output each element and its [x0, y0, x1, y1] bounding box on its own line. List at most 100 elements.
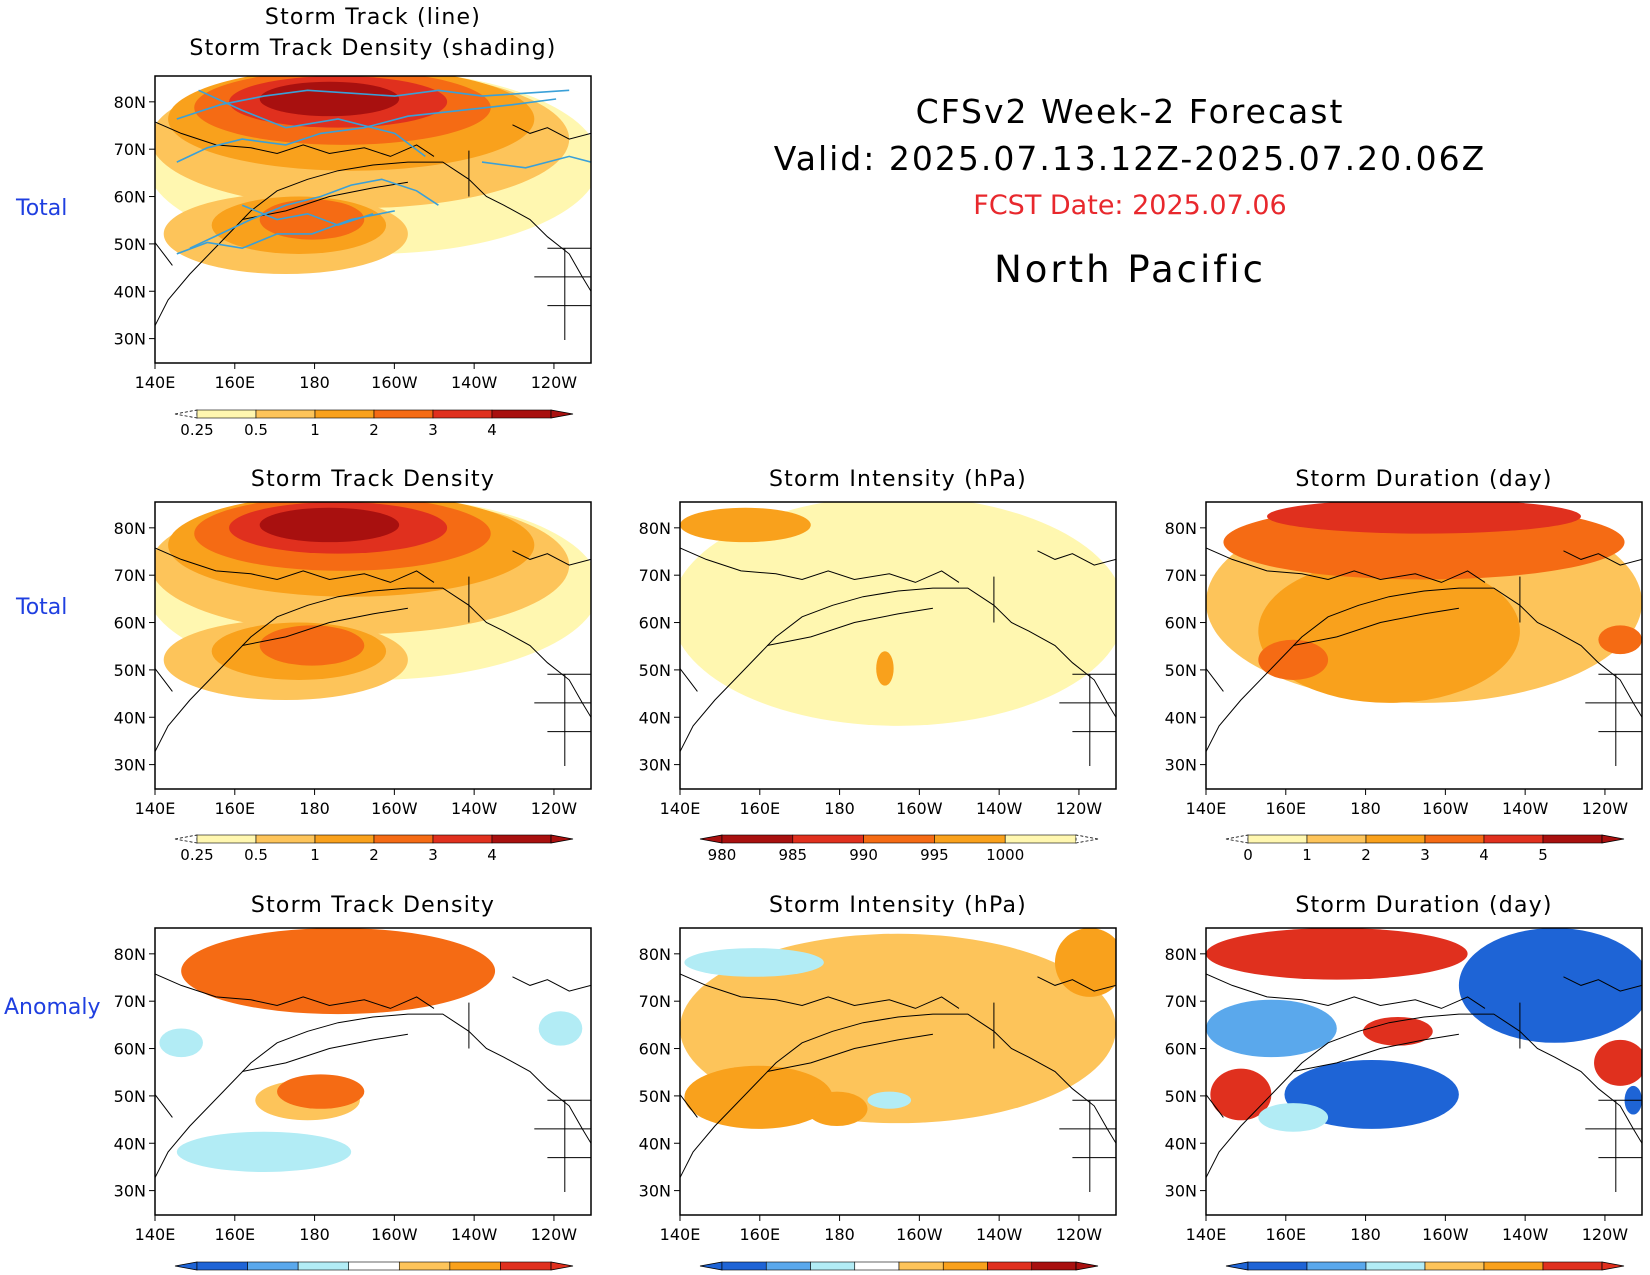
coastline: [155, 1094, 173, 1118]
lat-tick-label: 40N: [1165, 708, 1197, 727]
colorbar-arrow-left: [174, 834, 198, 844]
lat-tick-label: 30N: [1165, 1182, 1197, 1201]
lat-tick-label: 40N: [114, 708, 146, 727]
colorbar-arrow-left: [699, 834, 723, 844]
colorbar-segment: [491, 409, 552, 419]
colorbar-segment: [255, 409, 316, 419]
lat-tick-label: 40N: [639, 708, 671, 727]
colorbar-tick-label: 4: [983, 1273, 993, 1275]
colorbar-segment: [1031, 1261, 1077, 1271]
shade-blob: [277, 1074, 365, 1109]
colorbar-segment: [1424, 1261, 1485, 1271]
shade-blob: [181, 928, 496, 1015]
shade-blob: [1210, 1068, 1272, 1121]
coastline: [767, 1033, 933, 1072]
shade-blob: [1258, 1103, 1329, 1132]
coastline: [1206, 1094, 1224, 1118]
coastline: [155, 587, 591, 752]
coastline: [155, 121, 435, 157]
colorbar-arrow-left: [174, 409, 198, 419]
row-label-total-1: Total: [16, 196, 68, 221]
title-line-2: Valid: 2025.07.13.12Z-2025.07.20.06Z: [773, 139, 1487, 178]
lon-tick-label: 140W: [451, 1225, 498, 1244]
row-label-anomaly: Anomaly: [4, 995, 101, 1020]
coastline: [155, 242, 173, 266]
colorbar-segment: [500, 1261, 552, 1271]
lon-tick-label: 120W: [531, 1225, 578, 1244]
storm-track-line: [241, 204, 374, 227]
lat-tick-label: 60N: [1165, 1040, 1197, 1059]
lon-tick-label: 180: [1350, 1225, 1381, 1244]
coastline: [512, 550, 591, 566]
coastline: [155, 973, 435, 1009]
lon-tick-label: 160E: [739, 799, 780, 818]
panel-title: Storm Duration (day): [1295, 893, 1552, 918]
map-panel-density-total: Storm Track Density80N70N60N50N40N30N140…: [114, 467, 592, 864]
lat-tick-label: 40N: [639, 1134, 671, 1153]
lon-tick-label: 140W: [1502, 799, 1549, 818]
colorbar-tick-label: 2: [369, 421, 379, 439]
lat-tick-label: 40N: [1165, 1134, 1197, 1153]
colorbar-segment: [297, 1261, 350, 1271]
colorbar-segment: [1247, 1261, 1308, 1271]
lon-tick-label: 140W: [1502, 1225, 1549, 1244]
storm-track-line: [176, 98, 557, 163]
lat-tick-label: 70N: [639, 566, 671, 585]
colorbar-segment: [314, 409, 375, 419]
colorbar-tick-label: 995: [920, 846, 949, 864]
colorbar-tick-label: 3: [1420, 846, 1430, 864]
colorbar-segment: [449, 1261, 501, 1271]
colorbar-arrow-right: [550, 1261, 574, 1271]
lat-tick-label: 60N: [114, 614, 146, 633]
shading-field: [1206, 502, 1642, 789]
lon-tick-label: 160E: [214, 1225, 255, 1244]
coastline: [1563, 550, 1642, 566]
lon-tick-label: 180: [1350, 799, 1381, 818]
colorbar-tick-label: 2: [369, 846, 379, 864]
shade-blob: [1206, 999, 1337, 1058]
colorbar-tick-label: 1: [310, 846, 320, 864]
plot-frame: [679, 927, 1117, 1216]
lon-tick-label: 160E: [739, 1225, 780, 1244]
colorbar-segment: [1004, 834, 1077, 844]
shading-field: [680, 502, 1116, 789]
plot-frame: [1205, 501, 1643, 790]
lon-tick-label: 140W: [976, 799, 1023, 818]
map-panel-duration-total: Storm Duration (day)80N70N60N50N40N30N14…: [1165, 467, 1643, 864]
colorbar-arrow-right: [550, 834, 574, 844]
lat-tick-label: 30N: [1165, 756, 1197, 775]
colorbar-tick-label: 5: [1538, 846, 1548, 864]
colorbar-tick-label: 0: [894, 1273, 904, 1275]
colorbar-arrow-left: [1225, 834, 1249, 844]
plot-frame: [679, 501, 1117, 790]
colorbar: 980 985 990 995 1000: [699, 834, 1099, 864]
colorbar-tick-label: 0.6: [438, 1273, 462, 1275]
colorbar-tick-label: 990: [849, 846, 878, 864]
shade-blob: [1054, 928, 1116, 997]
shade-blob: [684, 948, 824, 977]
panel-title: Storm Track Density: [251, 467, 495, 492]
colorbar-tick-label: 985: [778, 846, 807, 864]
colorbar: -0.9 -0.6 -0.3 0.3 0.6 0.9: [174, 1261, 574, 1275]
colorbar-segment: [255, 834, 316, 844]
colorbar-tick-label: 0.25: [180, 846, 213, 864]
shade-blob: [1594, 1039, 1642, 1086]
colorbar-tick-label: -0.4: [1292, 1273, 1321, 1275]
shade-blob: [259, 625, 365, 666]
lat-tick-label: 50N: [639, 661, 671, 680]
lat-tick-label: 70N: [1165, 566, 1197, 585]
colorbar-tick-label: -2: [847, 1273, 862, 1275]
colorbar-segment: [314, 834, 375, 844]
lat-tick-label: 30N: [114, 1182, 146, 1201]
colorbar-tick-label: 1: [310, 421, 320, 439]
coastline: [680, 1013, 1116, 1178]
colorbar-segment: [898, 1261, 944, 1271]
colorbar-segment: [942, 1261, 988, 1271]
lon-tick-label: 120W: [1582, 1225, 1629, 1244]
panel-title: Storm Track Density (shading): [189, 36, 556, 61]
coastline: [1206, 668, 1224, 692]
coastline: [1206, 587, 1642, 752]
plot-frame: [154, 501, 592, 790]
colorbar-arrow-right: [1601, 1261, 1625, 1271]
colorbar-segment: [721, 1261, 767, 1271]
